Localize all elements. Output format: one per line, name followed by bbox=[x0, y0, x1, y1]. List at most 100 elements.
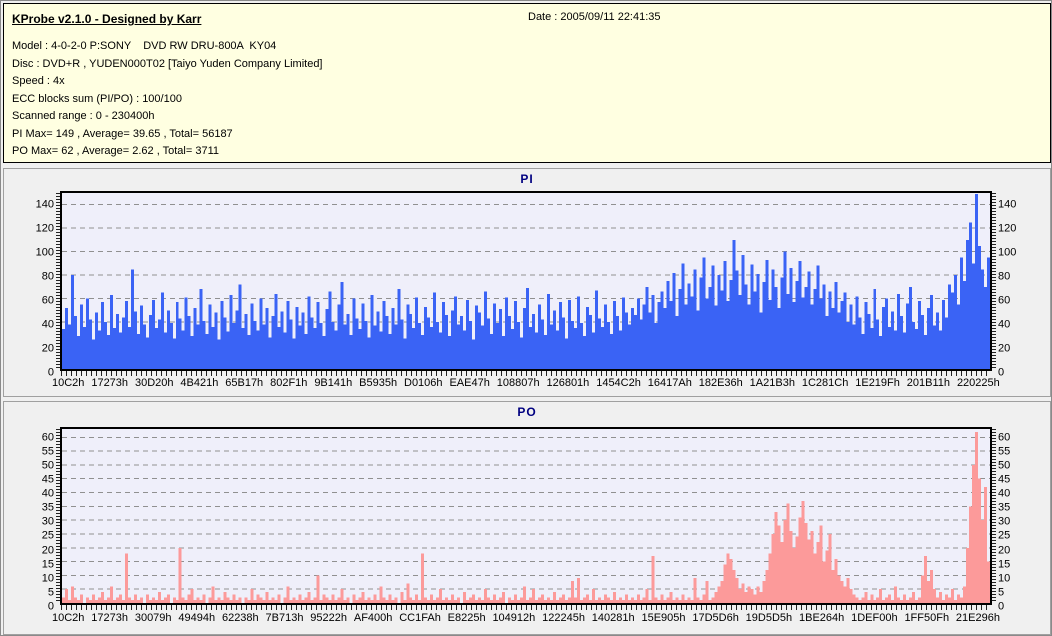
info-line: ECC blocks sum (PI/PO) : 100/100 bbox=[12, 92, 182, 105]
x-tick-label: 182E36h bbox=[698, 377, 743, 389]
pi-x-axis-ticks bbox=[61, 371, 991, 376]
y-tick-label: 40 bbox=[41, 487, 54, 500]
info-line: Speed : 4x bbox=[12, 75, 65, 87]
y-tick-label: 60 bbox=[41, 294, 54, 307]
x-tick-label: 220225h bbox=[956, 377, 1000, 389]
y-tick-label: 35 bbox=[998, 501, 1011, 514]
x-tick-label: 95222h bbox=[310, 612, 348, 624]
y-tick-label: 15 bbox=[41, 558, 54, 571]
x-tick-label: 21E296h bbox=[955, 612, 1000, 624]
y-tick-label: 30 bbox=[998, 515, 1011, 528]
x-tick-label: 1E219Fh bbox=[855, 377, 900, 389]
y-tick-label: 50 bbox=[998, 459, 1011, 472]
po-y-axis-ticks-left bbox=[56, 429, 60, 603]
x-tick-label: 30079h bbox=[134, 612, 172, 624]
y-tick-label: 60 bbox=[998, 294, 1011, 307]
pi-y-axis-labels-right: 0 20 40 60 80 100 120 140 bbox=[998, 193, 1044, 378]
x-tick-label: 1DEF00h bbox=[851, 612, 898, 624]
po-plot-area bbox=[56, 427, 996, 610]
x-tick-label: AF400h bbox=[353, 612, 393, 624]
x-tick-label: 65B17h bbox=[225, 377, 264, 389]
info-line: PI Max= 149 , Average= 39.65 , Total= 56… bbox=[12, 127, 233, 140]
x-tick-label: 201B11h bbox=[906, 377, 951, 389]
x-tick-label: 4B421h bbox=[180, 377, 219, 389]
x-tick-label: B5935h bbox=[359, 377, 398, 389]
y-tick-label: 10 bbox=[998, 572, 1011, 585]
y-tick-label: 20 bbox=[998, 544, 1011, 556]
y-tick-label: 5 bbox=[998, 586, 1005, 599]
y-tick-label: 25 bbox=[998, 529, 1011, 542]
x-tick-label: 10C2h bbox=[52, 612, 85, 624]
pi-x-axis-labels: 10C2h 17273h 30D20h 4B421h 65B17h 802F1h 9B141… bbox=[52, 377, 1000, 389]
x-tick-label: 17273h bbox=[91, 377, 129, 389]
pi-y-axis-ticks-left bbox=[56, 193, 60, 369]
pi-chart-panel: PI 0 20 40 60 80 100 120 140 0 20 40 60 80 100 120 140… bbox=[3, 168, 1051, 397]
x-tick-label: 7B713h bbox=[265, 612, 304, 624]
info-line: Disc : DVD+R , YUDEN000T02 [Taiyo Yuden … bbox=[12, 57, 323, 70]
x-tick-label: 1454C2h bbox=[596, 377, 641, 389]
y-tick-label: 120 bbox=[35, 222, 54, 235]
x-tick-label: 104912h bbox=[492, 612, 536, 624]
y-tick-label: 0 bbox=[998, 600, 1005, 613]
x-tick-label: 1A21B3h bbox=[749, 377, 795, 389]
y-tick-label: 40 bbox=[998, 318, 1011, 331]
y-tick-label: 0 bbox=[47, 600, 54, 613]
y-tick-label: 45 bbox=[998, 473, 1011, 486]
pi-plot-area bbox=[56, 191, 996, 376]
x-tick-label: 19D5D5h bbox=[745, 612, 793, 624]
y-tick-label: 40 bbox=[41, 318, 54, 331]
pi-chart-title: PI bbox=[520, 172, 534, 186]
y-tick-label: 120 bbox=[998, 222, 1017, 235]
y-tick-label: 55 bbox=[41, 445, 54, 458]
y-tick-label: 20 bbox=[998, 342, 1011, 355]
y-tick-label: 20 bbox=[41, 342, 54, 355]
y-tick-label: 55 bbox=[998, 445, 1011, 458]
info-line: Model : 4-0-2-0 P:SONY DVD RW DRU-800A K… bbox=[12, 40, 277, 52]
y-tick-label: 60 bbox=[41, 431, 54, 443]
y-tick-label: 80 bbox=[998, 270, 1011, 283]
x-tick-label: 108807h bbox=[496, 377, 540, 389]
y-tick-label: 20 bbox=[41, 544, 54, 556]
y-tick-label: 140 bbox=[998, 198, 1017, 211]
po-y-axis-labels-left: 0 5 10 15 20 25 30 35 40 45 50 55 60 bbox=[8, 429, 54, 613]
y-tick-label: 80 bbox=[41, 270, 54, 283]
y-tick-label: 45 bbox=[41, 473, 54, 486]
x-tick-label: 16417Ah bbox=[647, 377, 692, 389]
y-tick-label: 0 bbox=[47, 366, 54, 379]
info-line: Scanned range : 0 - 230400h bbox=[12, 110, 155, 122]
y-tick-label: 60 bbox=[998, 431, 1011, 443]
x-tick-label: 10C2h bbox=[52, 377, 85, 389]
po-x-axis-labels: 10C2h 17273h 30079h 49494h 62238h 7B713h 95222… bbox=[52, 612, 1000, 624]
app-title: KProbe v2.1.0 - Designed by Karr bbox=[12, 12, 202, 26]
y-tick-label: 30 bbox=[41, 515, 54, 528]
x-tick-label: EAE47h bbox=[449, 377, 490, 389]
x-tick-label: 126801h bbox=[546, 377, 590, 389]
y-tick-label: 15 bbox=[998, 558, 1011, 571]
y-tick-label: 100 bbox=[35, 246, 54, 259]
y-tick-label: 100 bbox=[998, 246, 1017, 259]
x-tick-label: D0106h bbox=[404, 377, 443, 389]
pi-y-axis-ticks-right bbox=[992, 193, 996, 369]
y-tick-label: 0 bbox=[998, 366, 1005, 379]
y-tick-label: 5 bbox=[47, 586, 54, 599]
info-line: PO Max= 62 , Average= 2.62 , Total= 3711 bbox=[12, 145, 220, 157]
x-tick-label: 62238h bbox=[221, 612, 259, 624]
y-tick-label: 140 bbox=[35, 198, 54, 211]
scan-date: Date : 2005/09/11 22:41:35 bbox=[528, 11, 661, 23]
po-bars bbox=[62, 431, 990, 603]
x-tick-label: 1C281Ch bbox=[801, 377, 849, 389]
x-tick-label: CC1FAh bbox=[399, 612, 441, 624]
y-tick-label: 40 bbox=[998, 487, 1011, 500]
x-tick-label: 17D5D6h bbox=[692, 612, 739, 624]
po-x-axis-ticks bbox=[61, 605, 991, 610]
x-tick-label: 9B141h bbox=[314, 377, 353, 389]
po-chart-panel: PO 0 5 10 15 20 25 30 35 40 45 50 55 60 0 5 10 15 20 25 30… bbox=[3, 401, 1051, 635]
x-tick-label: 30D20h bbox=[134, 377, 174, 389]
x-tick-label: 122245h bbox=[542, 612, 585, 624]
x-tick-label: 802F1h bbox=[270, 377, 308, 389]
y-tick-label: 25 bbox=[41, 529, 54, 542]
y-tick-label: 10 bbox=[41, 572, 54, 585]
pi-bars bbox=[62, 194, 990, 369]
po-chart-title: PO bbox=[517, 405, 537, 419]
